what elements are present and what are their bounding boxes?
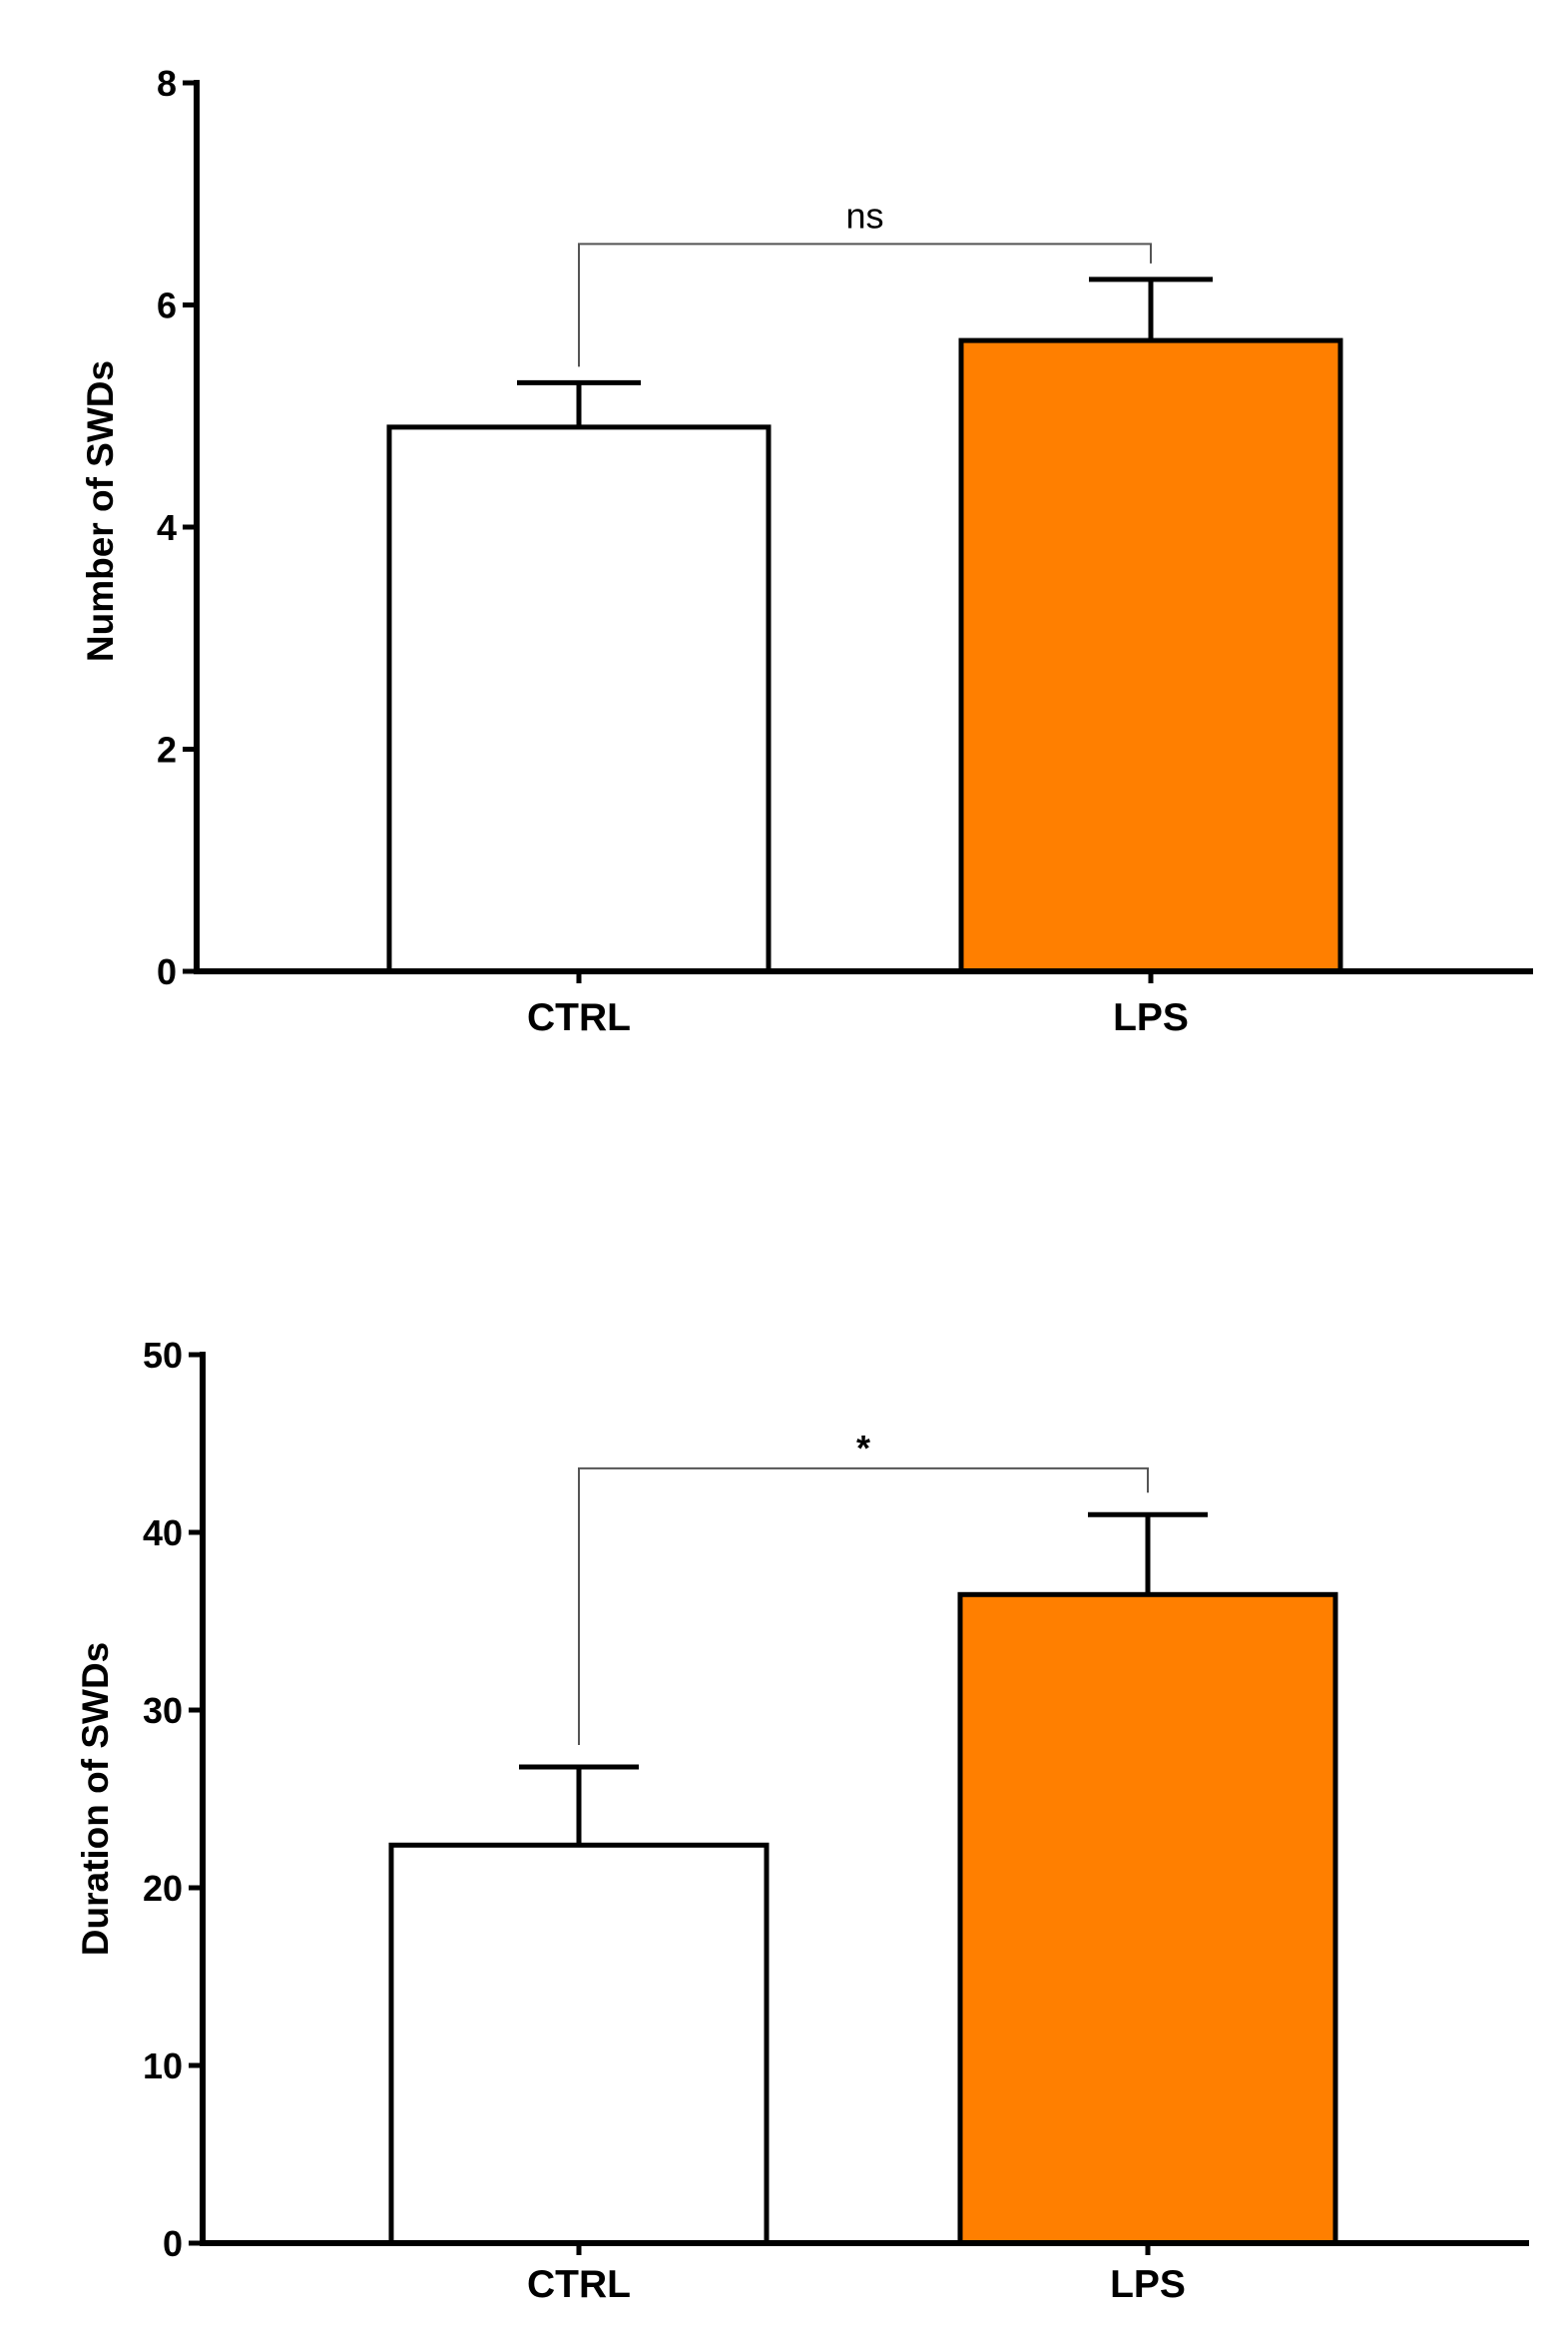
y-tick-label: 50 [143,1335,183,1376]
x-category-label: CTRL [527,996,631,1039]
y-axis-title: Duration of SWDs [75,1642,116,1956]
x-category-label: LPS [1110,2263,1186,2306]
y-tick-label: 10 [143,2045,183,2086]
y-tick-label: 6 [157,286,177,326]
y-tick-label: 8 [157,63,177,104]
bar-ctrl [386,424,772,974]
y-tick-label: 40 [143,1512,183,1553]
y-axis-title: Number of SWDs [80,360,121,662]
significance-label: * [856,1428,870,1468]
y-tick-label: 0 [157,951,177,992]
bar-lps [958,337,1343,974]
chart-panel-2: 0 10 20 30 40 50 CTRL LPS Duration of SWDs * [75,1335,1529,2306]
significance-bracket [578,243,1152,367]
y-tick-label: 2 [157,730,177,771]
y-tick-label: 4 [157,507,177,548]
significance-bracket [578,1466,1149,1745]
x-category-label: LPS [1113,996,1189,1039]
significance-label: ns [845,195,883,236]
y-tick-label: 30 [143,1690,183,1731]
y-tick-label: 0 [163,2223,183,2264]
chart-panel-1: 0 2 4 6 8 CTRL LPS Number of SWDs ns [80,63,1533,1039]
x-category-label: CTRL [527,2263,631,2306]
bar-ctrl [388,1842,770,2246]
y-tick-label: 20 [143,1868,183,1909]
bar-lps [957,1591,1338,2246]
